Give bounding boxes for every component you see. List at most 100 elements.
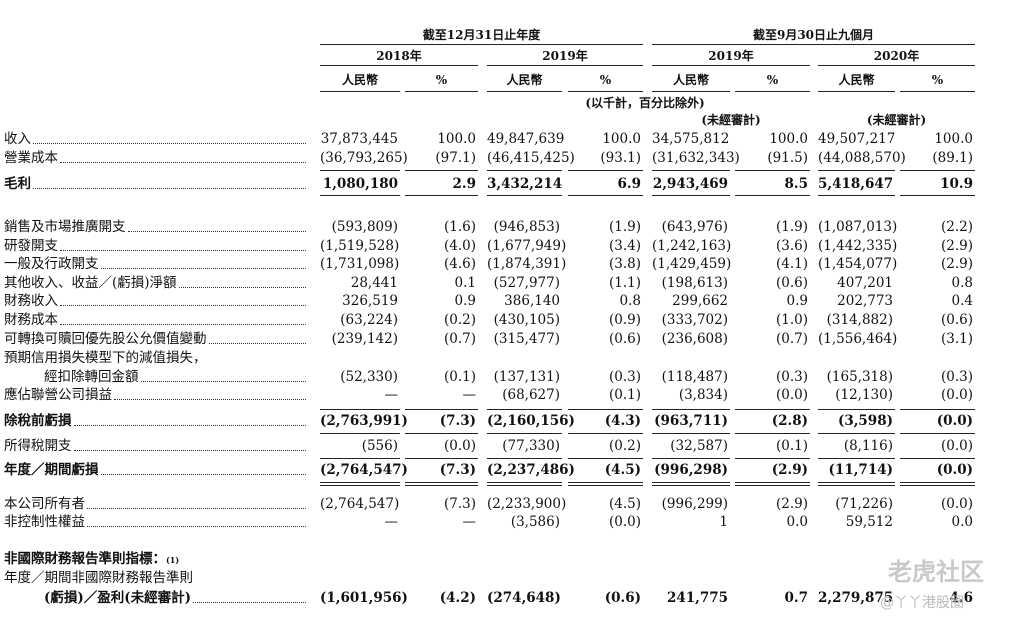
cell-value: (0.1) (443, 369, 476, 385)
cell-value: (63,224) (340, 312, 398, 328)
cell-value: (71,226) (835, 496, 893, 512)
rule (405, 458, 478, 459)
year-header: 2019年 (542, 49, 588, 63)
cell-value: 59,512 (845, 514, 893, 530)
cell-value: (91.5) (767, 150, 808, 166)
cell-value: (1,874,391) (487, 256, 567, 272)
leader (60, 304, 306, 306)
cell-value: 0.0 (951, 514, 973, 530)
rule (735, 409, 810, 410)
cell-value: (118,487) (661, 369, 728, 385)
cell-value: (4.1) (775, 256, 808, 272)
rule (735, 170, 810, 171)
cell-value: (0.0) (936, 462, 973, 478)
cell-value: (946,853) (493, 219, 560, 235)
cell-value: 49,507,217 (818, 131, 896, 147)
label-text: 預期信用損失模型下的減值損失， (4, 350, 207, 366)
row-label: 毛利 (4, 175, 308, 193)
row-label: 收入 (4, 130, 308, 148)
row-label: 預期信用損失模型下的減值損失， (4, 349, 308, 367)
cell-value: (963,711) (654, 413, 728, 429)
rule (487, 65, 643, 66)
rule (487, 409, 562, 410)
cell-value: (314,882) (826, 312, 893, 328)
cell-value: (7.3) (439, 462, 476, 478)
cell-value: 2.9 (452, 176, 477, 192)
cell-value: (0.9) (608, 312, 641, 328)
cell-value: (2.9) (775, 496, 808, 512)
cell-value: (2.9) (940, 256, 973, 272)
cell-value: (1.1) (608, 275, 641, 291)
cell-value: (1.9) (608, 219, 641, 235)
cell-value: (4.5) (604, 462, 641, 478)
cell-value: 6.9 (617, 176, 642, 192)
cell-value: 100.0 (602, 131, 641, 147)
leader (33, 187, 306, 189)
cell-value: (643,976) (661, 219, 728, 235)
rule (652, 65, 810, 66)
cell-value: (0.0) (940, 496, 973, 512)
rule (320, 195, 400, 196)
year-header: 2020年 (873, 49, 920, 63)
cell-value: (3,834) (678, 387, 728, 403)
cell-value: (3,598) (837, 413, 893, 429)
cell-value: (1,731,098) (320, 256, 400, 272)
rule (487, 91, 562, 92)
label-text: 所得稅開支 (4, 438, 72, 454)
rule (320, 485, 400, 486)
column-header: 人民幣 (672, 73, 709, 87)
cell-value: (77,330) (502, 438, 560, 454)
cell-value: (12,130) (835, 387, 893, 403)
cell-value: (1,556,464) (818, 331, 898, 347)
cell-value: — (384, 514, 399, 530)
cell-value: (1,519,528) (320, 238, 400, 254)
audit-note: (未經審計) (701, 113, 761, 127)
rule (320, 482, 400, 483)
label-text: (虧損)／盈利(未經審計) (44, 590, 192, 606)
rule (900, 433, 975, 434)
cell-value: (0.2) (608, 438, 641, 454)
row-label: 銷售及市場推廣開支 (4, 218, 308, 236)
leader (140, 380, 306, 382)
cell-value: 0.9 (454, 293, 476, 309)
cell-value: (11,714) (828, 462, 893, 478)
cell-value: 299,662 (672, 293, 728, 309)
cell-value: 407,201 (837, 275, 893, 291)
cell-value: (4.6) (443, 256, 476, 272)
rule (487, 170, 562, 171)
cell-value: 2,279,875 (818, 590, 894, 606)
cell-value: (1,242,163) (652, 238, 732, 254)
cell-value: 28,441 (350, 275, 398, 291)
rule (568, 485, 643, 486)
column-header: 人民幣 (341, 73, 378, 87)
cell-value: (1,087,013) (818, 219, 898, 235)
cell-value: (52,330) (340, 369, 398, 385)
leader (73, 449, 306, 451)
row-label: (虧損)／盈利(未經審計) (44, 589, 308, 607)
cell-value: (3.6) (775, 238, 808, 254)
cell-value: (2.8) (771, 413, 808, 429)
rule (405, 485, 478, 486)
rule (320, 65, 478, 66)
label-text: 一般及行政開支 (4, 256, 99, 272)
row-label: 所得稅開支 (4, 437, 308, 455)
leader (127, 230, 306, 232)
cell-value: — (462, 514, 477, 530)
rule (405, 409, 478, 410)
label-text: 收入 (4, 131, 31, 147)
footnote-ref: (1) (166, 555, 180, 565)
cell-value: 0.8 (951, 275, 973, 291)
cell-value: (556) (361, 438, 398, 454)
rule (487, 482, 562, 483)
leader (87, 507, 306, 509)
cell-value: (8,116) (843, 438, 893, 454)
label-text: 銷售及市場推廣開支 (4, 219, 126, 235)
cell-value: (0.6) (604, 590, 641, 606)
cell-value: (527,977) (493, 275, 560, 291)
rule (900, 458, 975, 459)
label-text: 非國際財務報告準則指標： (4, 551, 166, 567)
period-header: 截至12月31日止年度 (422, 28, 541, 42)
cell-value: (2.9) (940, 238, 973, 254)
cell-value: 326,519 (342, 293, 398, 309)
